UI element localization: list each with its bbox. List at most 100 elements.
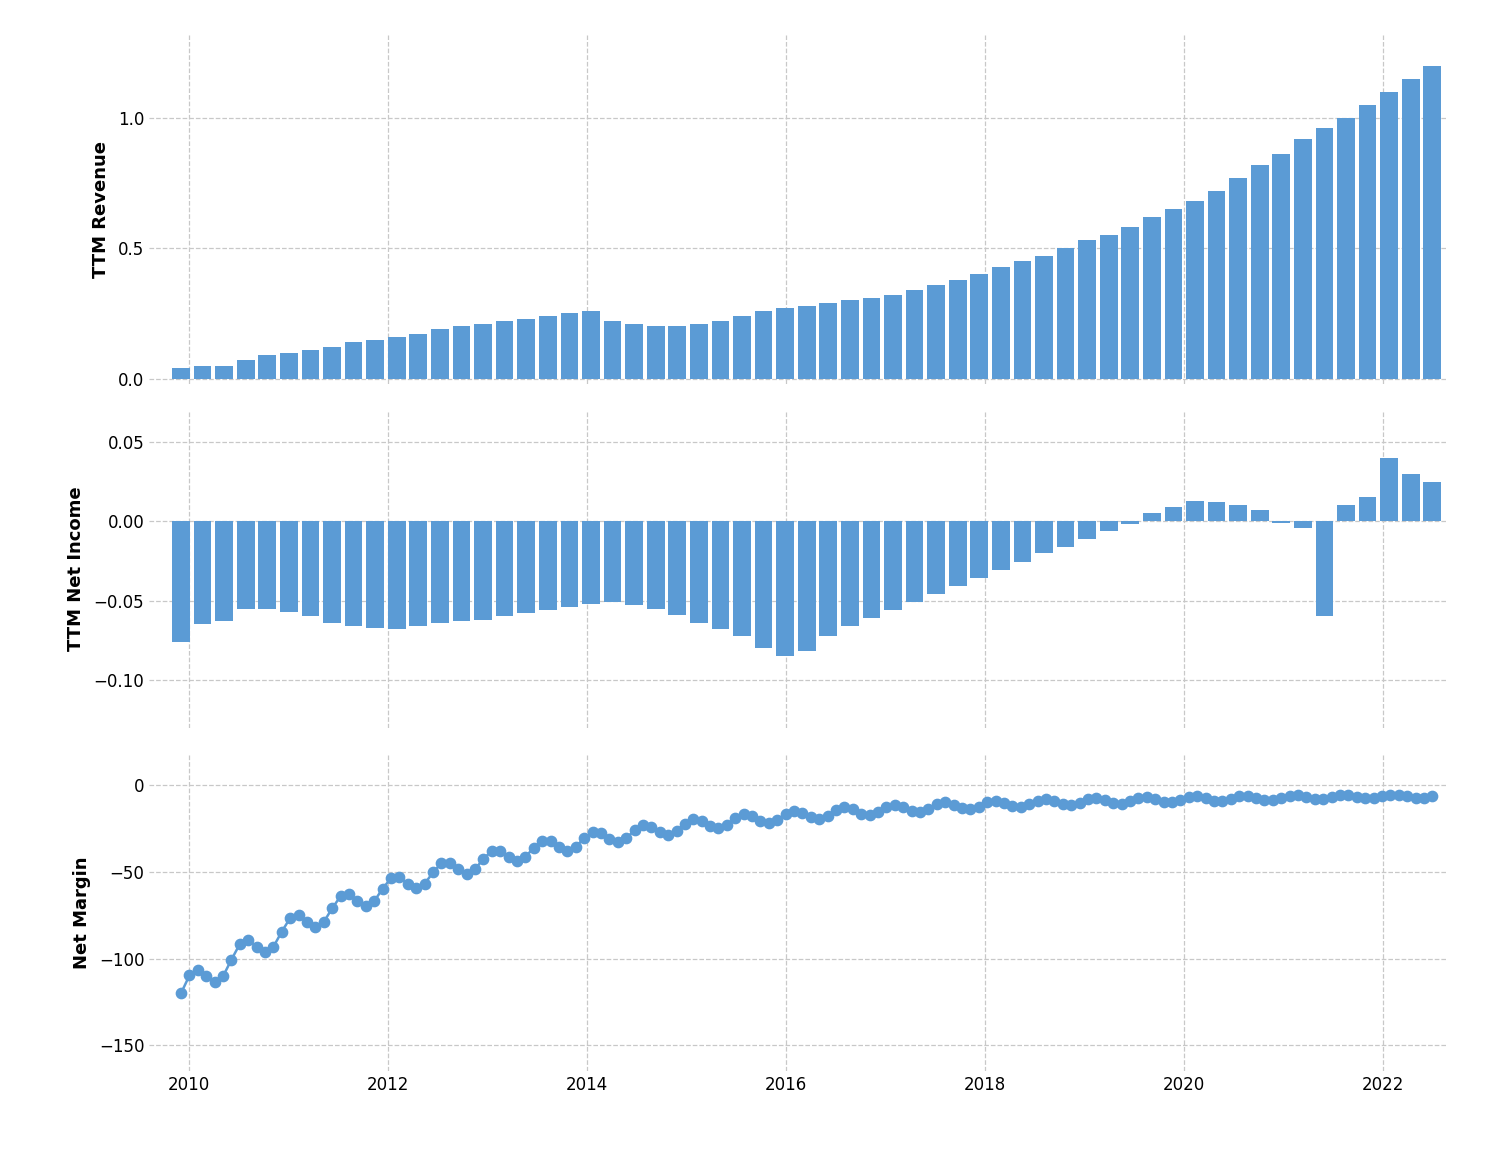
Point xyxy=(934,794,958,812)
Bar xyxy=(862,521,880,619)
Point xyxy=(867,803,891,821)
Bar xyxy=(1143,514,1161,521)
Bar xyxy=(431,329,449,379)
Point xyxy=(446,861,470,879)
Point xyxy=(471,850,495,869)
Bar xyxy=(237,361,255,379)
Point xyxy=(1001,797,1025,816)
Point xyxy=(958,801,982,819)
Point xyxy=(1076,790,1100,809)
Point xyxy=(455,864,479,882)
Bar xyxy=(1079,521,1097,539)
Bar xyxy=(367,340,383,379)
Bar xyxy=(1229,506,1247,521)
Bar xyxy=(1122,521,1138,524)
Bar xyxy=(409,334,427,379)
Bar xyxy=(1035,256,1053,379)
Bar xyxy=(172,369,189,379)
Bar xyxy=(1122,227,1138,379)
Bar xyxy=(1207,502,1225,521)
Point xyxy=(631,816,655,834)
Point xyxy=(858,806,882,825)
Point xyxy=(715,816,739,834)
Point xyxy=(1161,793,1185,811)
Y-axis label: TTM Revenue: TTM Revenue xyxy=(91,141,109,278)
Point xyxy=(1168,790,1192,809)
Bar xyxy=(712,321,730,379)
Bar xyxy=(992,266,1010,379)
Bar xyxy=(301,350,319,379)
Point xyxy=(379,869,403,887)
Point xyxy=(1344,787,1368,805)
Bar xyxy=(1100,235,1118,379)
Point xyxy=(354,897,377,916)
Point xyxy=(1143,790,1167,809)
Point xyxy=(673,814,697,833)
Bar xyxy=(1079,241,1097,379)
Point xyxy=(1135,788,1159,806)
Bar xyxy=(625,324,643,379)
Point xyxy=(992,794,1016,812)
Point xyxy=(1411,788,1435,806)
Bar xyxy=(906,290,924,379)
Bar xyxy=(604,321,621,379)
Point xyxy=(941,795,965,813)
Bar xyxy=(237,521,255,608)
Bar xyxy=(495,521,513,616)
Point xyxy=(1118,791,1141,810)
Point xyxy=(337,885,361,903)
Point xyxy=(564,838,588,856)
Point xyxy=(883,795,907,813)
Bar xyxy=(841,521,859,626)
Bar xyxy=(452,326,470,379)
Point xyxy=(756,814,780,833)
Bar xyxy=(949,521,967,586)
Bar xyxy=(1207,191,1225,379)
Bar xyxy=(1273,521,1291,523)
Point xyxy=(488,842,512,861)
Bar xyxy=(1294,521,1311,528)
Bar xyxy=(1056,249,1074,379)
Bar xyxy=(1423,482,1441,521)
Bar xyxy=(798,521,816,651)
Point xyxy=(1025,791,1049,810)
Bar xyxy=(1316,521,1334,616)
Point xyxy=(1353,789,1377,808)
Point xyxy=(1362,789,1386,808)
Bar xyxy=(474,521,492,620)
Point xyxy=(782,802,806,820)
Bar xyxy=(885,295,901,379)
Point xyxy=(295,912,319,931)
Bar xyxy=(409,521,427,626)
Bar xyxy=(1186,501,1204,521)
Point xyxy=(1018,795,1041,813)
Bar xyxy=(1294,139,1311,379)
Bar xyxy=(280,521,298,612)
Point xyxy=(891,797,915,816)
Bar xyxy=(798,305,816,379)
Point xyxy=(1303,790,1326,809)
Point xyxy=(497,848,521,866)
Bar xyxy=(474,324,492,379)
Bar xyxy=(625,521,643,605)
Bar xyxy=(819,521,837,636)
Point xyxy=(463,861,486,879)
Point xyxy=(1311,790,1335,809)
Point xyxy=(1319,788,1343,806)
Bar xyxy=(1143,217,1161,379)
Point xyxy=(437,854,461,872)
Point xyxy=(833,798,856,817)
Point xyxy=(1068,794,1092,812)
Bar xyxy=(689,521,707,623)
Point xyxy=(555,842,579,861)
Point xyxy=(1420,787,1444,805)
Point xyxy=(245,938,269,956)
Point xyxy=(1235,787,1259,805)
Point xyxy=(328,887,352,905)
Point xyxy=(1203,791,1226,810)
Bar xyxy=(258,355,276,379)
Bar xyxy=(1273,154,1291,379)
Point xyxy=(1395,787,1419,805)
Point xyxy=(1034,790,1058,809)
Bar xyxy=(345,342,363,379)
